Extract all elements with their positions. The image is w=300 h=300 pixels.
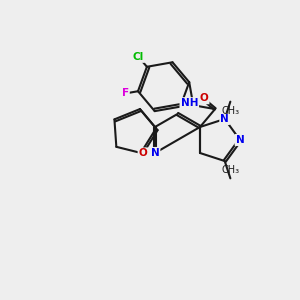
Text: N: N [220,114,229,124]
Text: O: O [200,93,208,103]
Text: CH₃: CH₃ [221,165,239,175]
Text: CH₃: CH₃ [221,106,239,116]
Text: N: N [151,148,159,158]
Text: O: O [139,148,147,158]
Text: N: N [236,135,244,145]
Text: Cl: Cl [133,52,144,62]
Text: NH: NH [181,98,198,108]
Text: F: F [122,88,129,98]
